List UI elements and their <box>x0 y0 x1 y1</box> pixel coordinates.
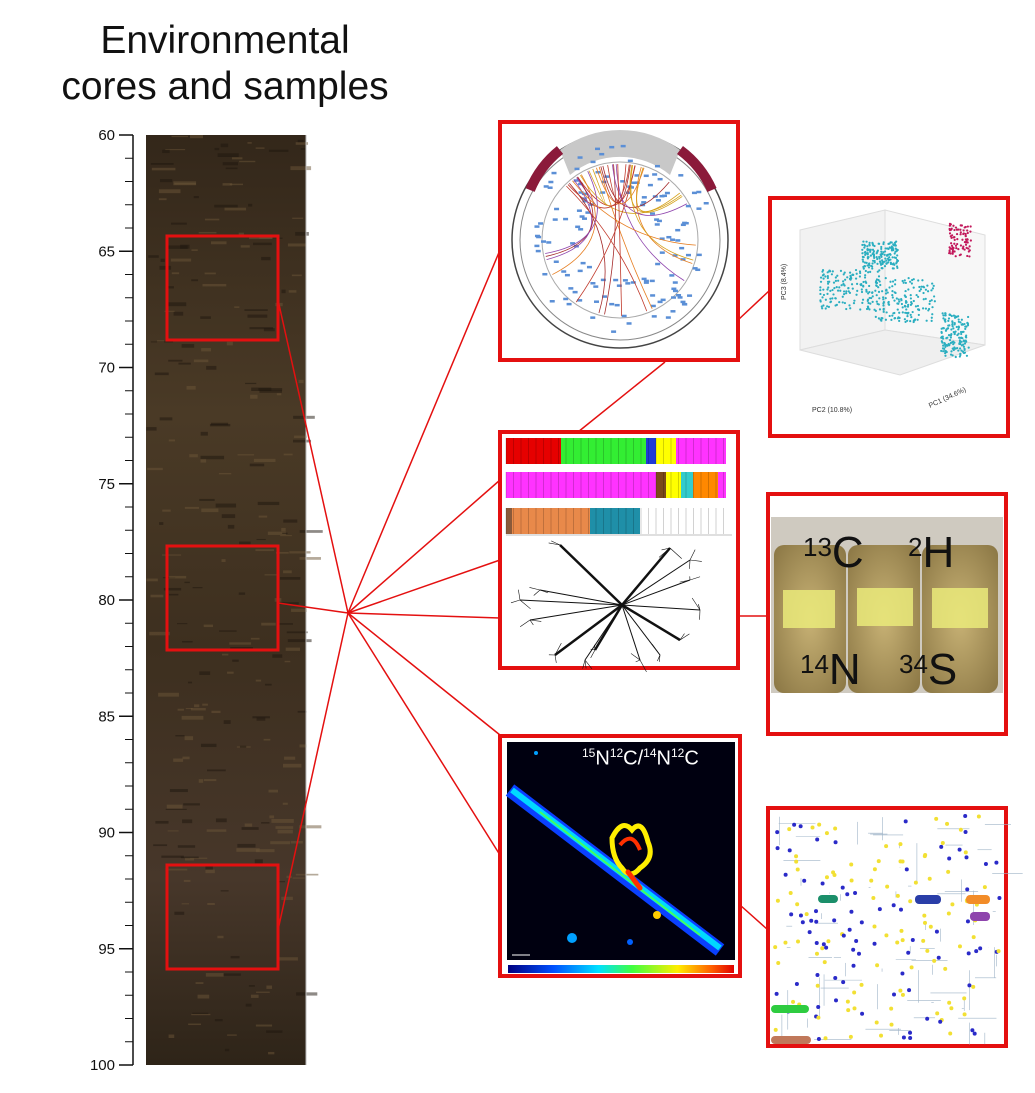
core-highlight-box-upper <box>165 234 280 342</box>
panel-metabolic-map <box>766 806 1023 1048</box>
colorbar <box>508 965 734 973</box>
depth-axis: 60 65 70 75 80 85 90 95 100 <box>90 127 134 1074</box>
depth-tick-label: 90 <box>98 825 115 842</box>
isotope-label-n14: 14N <box>800 645 861 694</box>
depth-tick-label: 100 <box>90 1057 115 1074</box>
panel-population-structure <box>498 430 740 673</box>
panel-nanosims-image <box>498 734 742 978</box>
isotope-label-h2: 2H <box>908 528 955 577</box>
core-highlight-box-middle <box>165 544 280 652</box>
panel-pca-3d: PC3 (8.4%) PC2 (10.8%) PC1 (34.6%) <box>768 196 1010 438</box>
sediment-core <box>146 135 323 1065</box>
pca-x-label: PC2 (10.8%) <box>812 407 852 414</box>
depth-tick-label: 85 <box>98 708 115 725</box>
panel-isotope-bottles <box>766 492 1008 736</box>
figure-title: Environmental cores and samples <box>20 18 430 110</box>
title-line-1: Environmental <box>100 19 350 62</box>
pca-y-label: PC3 (8.4%) <box>781 264 788 300</box>
connector-lines <box>277 249 771 931</box>
depth-tick-label: 60 <box>98 127 115 144</box>
title-line-2: cores and samples <box>61 65 389 108</box>
isotope-label-c13: 13C <box>803 528 864 577</box>
depth-tick-label: 80 <box>98 592 115 609</box>
core-highlight-box-lower <box>165 863 280 971</box>
isotope-label-s34: 34S <box>899 645 958 694</box>
nanosims-ratio-label: 15N12C/14N12C <box>582 746 699 770</box>
panel-circos-plot <box>498 120 740 362</box>
depth-tick-label: 70 <box>98 360 115 377</box>
depth-tick-label: 95 <box>98 941 115 958</box>
depth-tick-label: 65 <box>98 243 115 260</box>
depth-tick-label: 75 <box>98 476 115 493</box>
